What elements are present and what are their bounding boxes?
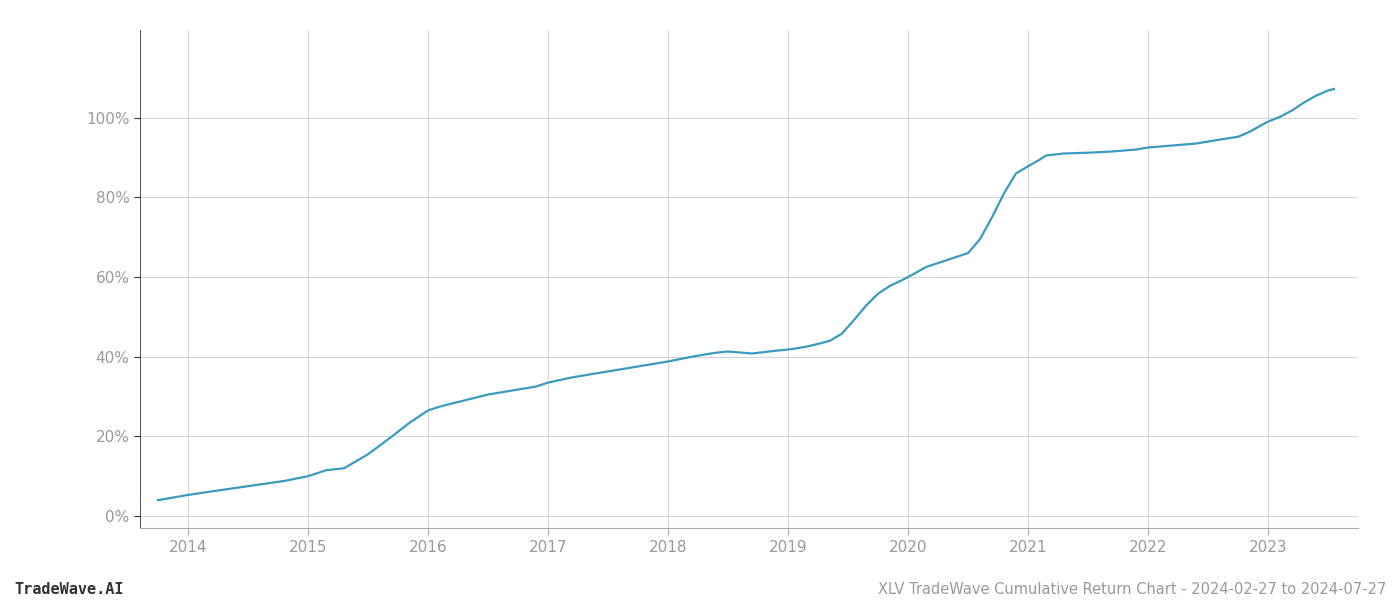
Text: XLV TradeWave Cumulative Return Chart - 2024-02-27 to 2024-07-27: XLV TradeWave Cumulative Return Chart - …	[878, 582, 1386, 597]
Text: TradeWave.AI: TradeWave.AI	[14, 582, 123, 597]
